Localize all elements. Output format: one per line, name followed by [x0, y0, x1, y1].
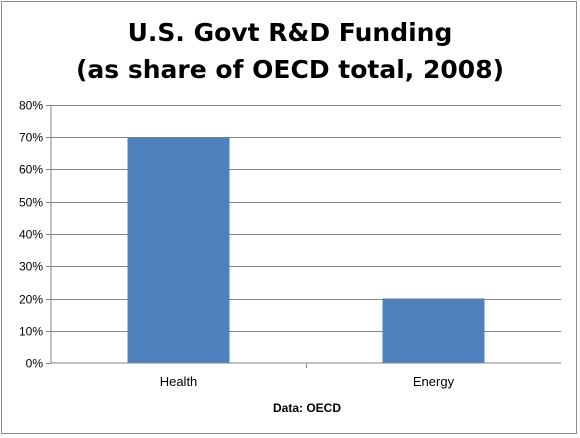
y-tick-label: 70% — [19, 131, 43, 145]
bar-health — [127, 137, 230, 363]
x-axis-label: Data: OECD — [273, 401, 341, 415]
y-tick-label: 20% — [19, 293, 43, 307]
chart-title-line-1: U.S. Govt R&D Funding — [127, 18, 453, 47]
y-tick-label: 50% — [19, 196, 43, 210]
y-tick-label: 40% — [19, 228, 43, 242]
bar-energy — [382, 298, 485, 363]
y-axis-ticks: 0% 10% 20% 30% 40% 50% 60% 70% 80% — [19, 99, 51, 371]
y-tick-label: 80% — [19, 99, 43, 113]
y-tick-label: 30% — [19, 260, 43, 274]
x-category-label: Health — [160, 374, 198, 389]
x-axis-categories: Health Energy — [160, 363, 455, 389]
chart-title-line-2: (as share of OECD total, 2008) — [75, 55, 505, 84]
bars — [127, 137, 485, 363]
y-tick-label: 10% — [19, 325, 43, 339]
y-tick-label: 0% — [26, 357, 44, 371]
y-tick-label: 60% — [19, 163, 43, 177]
chart-title: U.S. Govt R&D Funding (as share of OECD … — [2, 14, 578, 88]
x-category-label: Energy — [413, 374, 455, 389]
